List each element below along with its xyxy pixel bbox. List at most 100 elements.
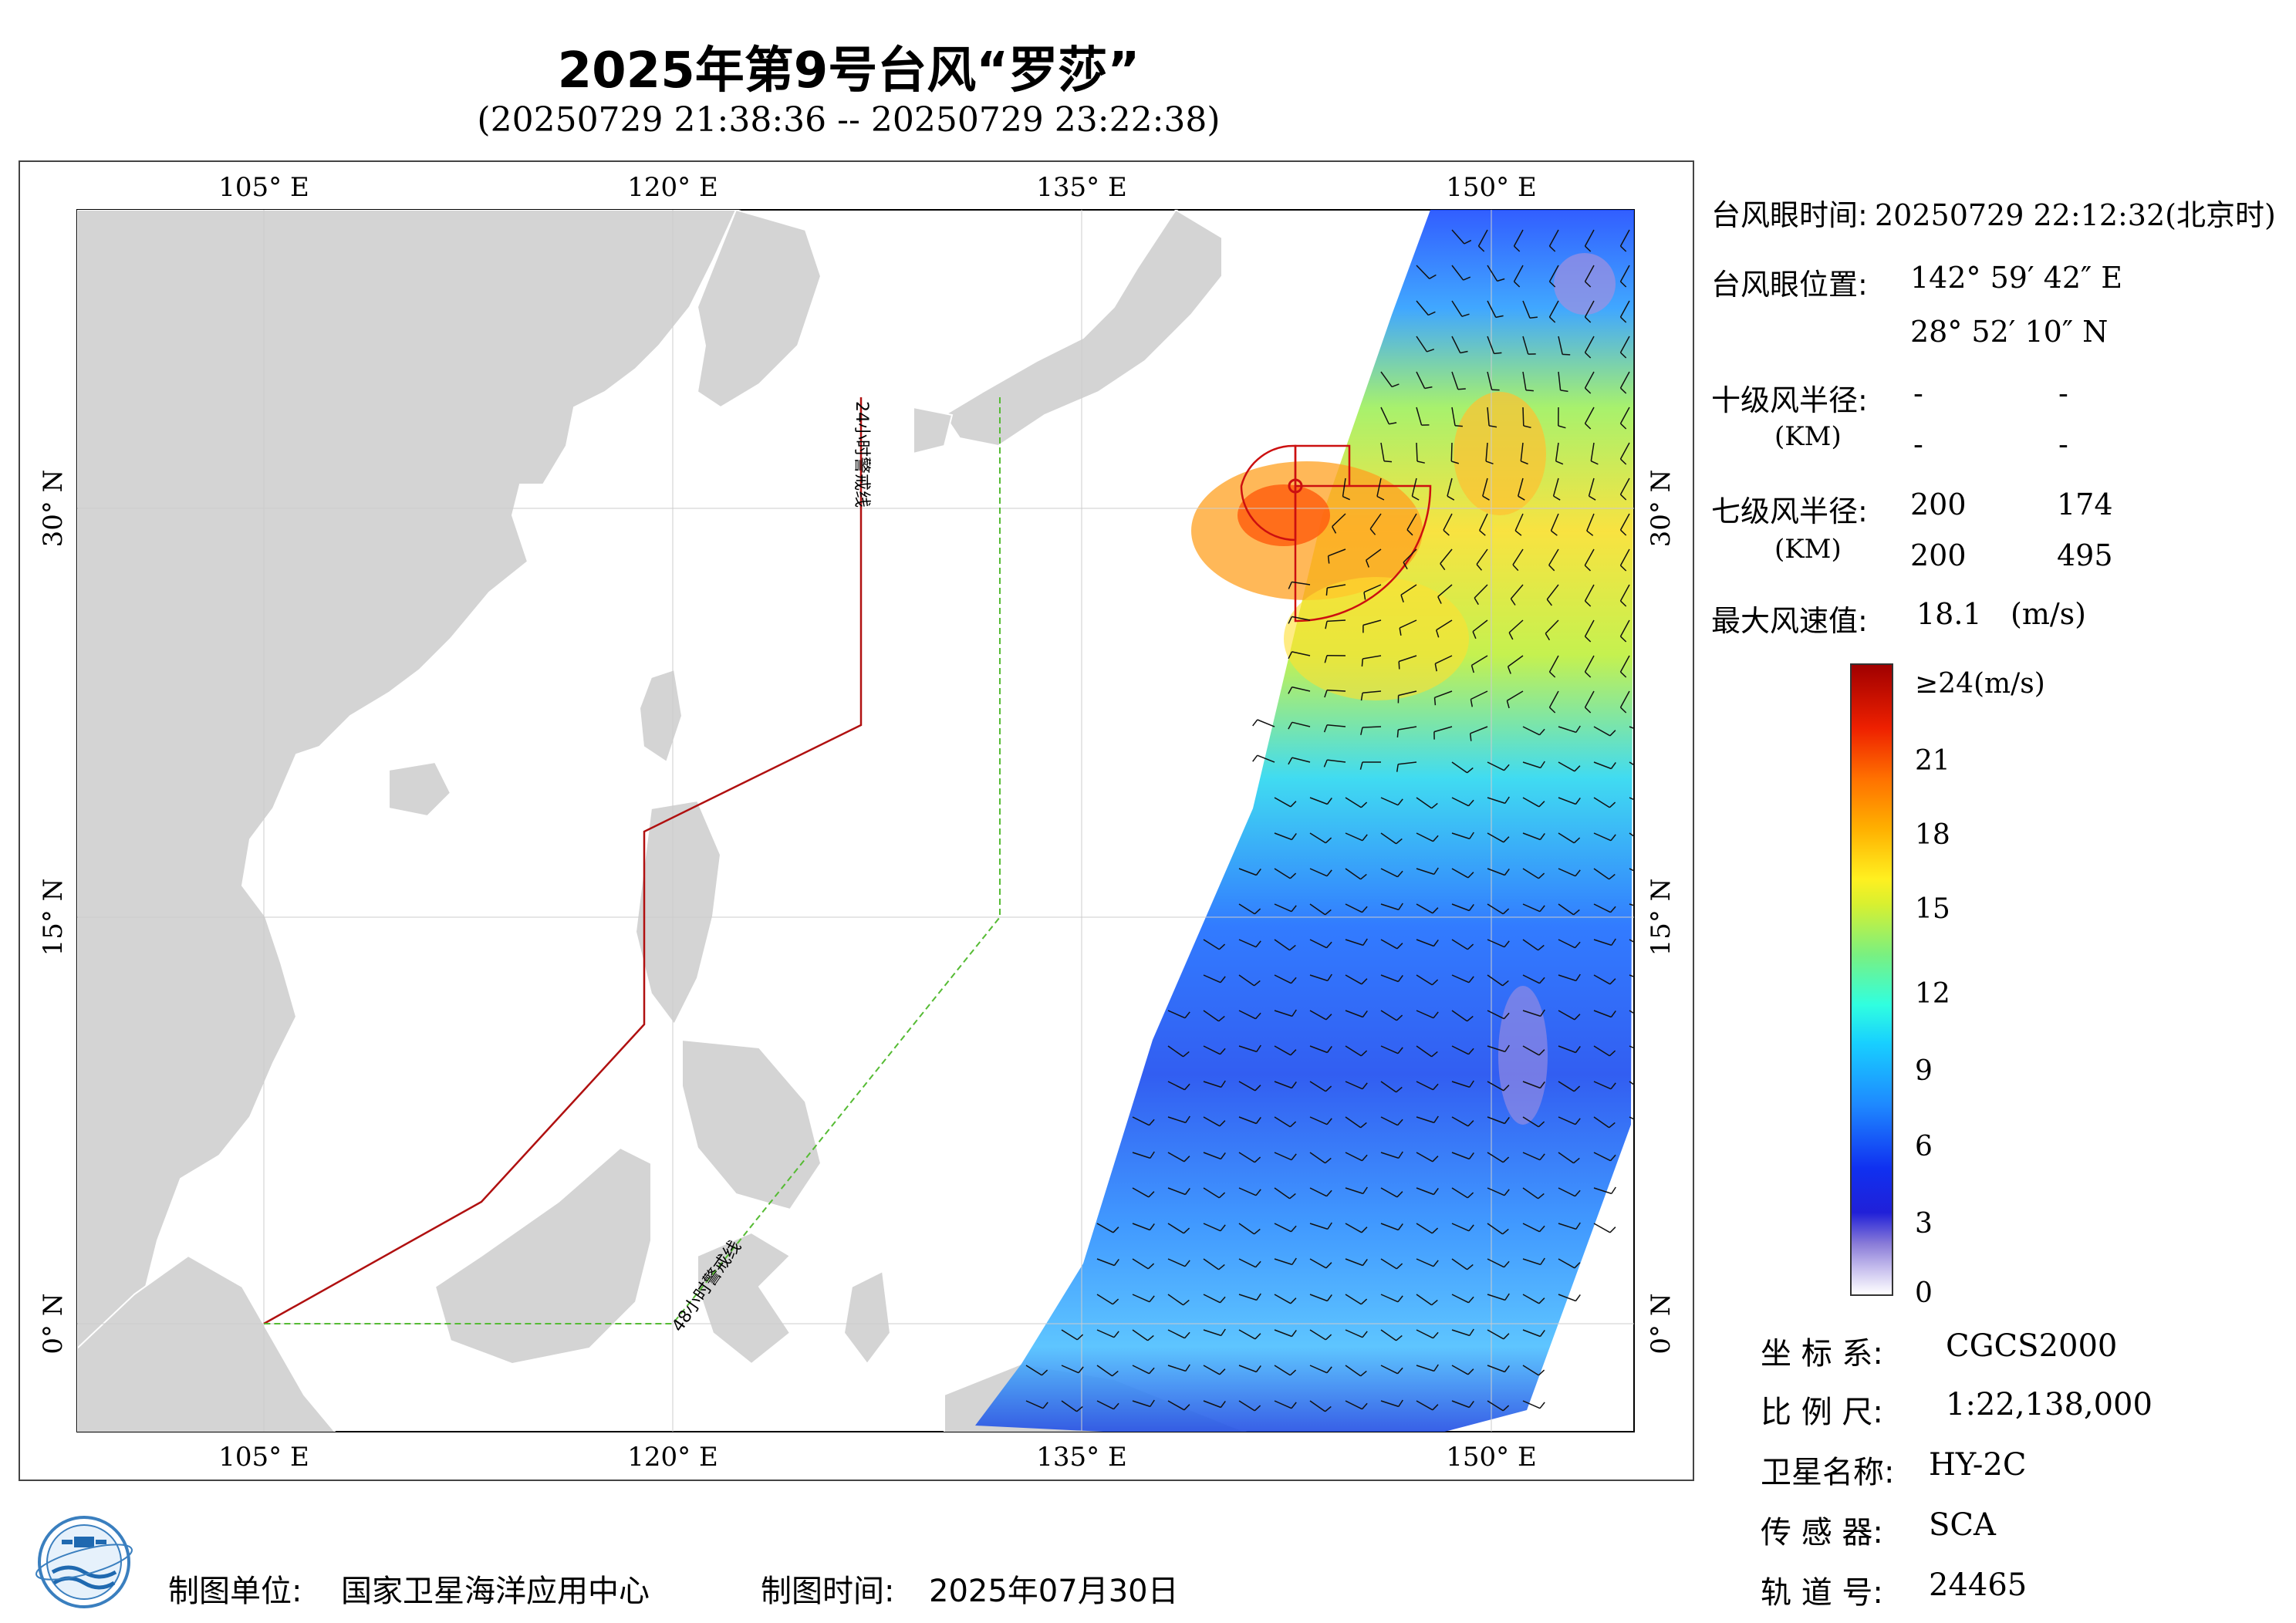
wind-barb-feather [1619, 494, 1627, 501]
wind-barb-feather [1460, 350, 1468, 354]
wind-barb-shaft [1487, 371, 1493, 390]
wind-barb-shaft [1416, 265, 1430, 279]
wind-barb-feather [1291, 1329, 1297, 1337]
wind-barb-shaft [1487, 939, 1505, 948]
satellite-label: 卫星名称: [1761, 1455, 1895, 1490]
wind-barb-shaft [1203, 1400, 1221, 1409]
wind-barb-shaft [1132, 1365, 1150, 1375]
wind-barb-feather [1467, 1368, 1474, 1375]
wind-barb-shaft [1274, 1258, 1293, 1266]
wind-barb-feather [1360, 1122, 1367, 1129]
wind-barb-feather [1361, 978, 1368, 985]
right-lat-tick: 15° N [1646, 879, 1676, 957]
wind-barb-feather [1112, 1298, 1119, 1305]
wind-barb-feather [1502, 908, 1510, 915]
wind-barb-shaft [1096, 1258, 1115, 1267]
wind-barb-shaft [1380, 1010, 1397, 1021]
wind-barb-feather [1254, 1012, 1261, 1020]
wind-barb-feather [1288, 582, 1292, 589]
wind-barb-shaft [1522, 371, 1527, 390]
wind-barb-shaft [1309, 1258, 1327, 1269]
wind-barb-shaft [1629, 797, 1634, 801]
wind-barb-feather [1646, 1048, 1651, 1054]
wind-barb-feather [1289, 1121, 1297, 1128]
wind-barb-shaft [1584, 371, 1595, 389]
wind-barb-feather [1573, 837, 1581, 844]
wind-barb-shaft [1436, 619, 1453, 631]
wind-barb-shaft [1309, 1010, 1327, 1021]
wind-barb-shaft [1132, 1116, 1150, 1126]
wind-barb-feather [1504, 1293, 1510, 1301]
wind-barb-feather [1396, 729, 1400, 737]
wind-barb-feather [1461, 313, 1470, 317]
wind-barb-feather [1474, 597, 1479, 606]
wind-barb-feather [1389, 422, 1397, 425]
wind-barb-shaft [1416, 1045, 1433, 1058]
map-canvas[interactable]: 24小时警戒线 48小时警戒线 105° E 120° E 135° E 150… [19, 160, 1694, 1481]
wind-barb-feather [1325, 588, 1329, 596]
wind-barb-shaft [1398, 690, 1417, 697]
wind-barb-shaft [1345, 1187, 1364, 1195]
wind-barb-feather [1468, 1224, 1474, 1232]
r7-unit: (KM) [1774, 534, 1842, 565]
wind-barb-feather [1041, 1369, 1048, 1376]
wind-barb-feather [1463, 276, 1471, 281]
wind-barb-feather [1220, 976, 1226, 984]
wind-barb-shaft [1025, 1400, 1044, 1409]
wind-barb-feather [1574, 765, 1581, 772]
wind-barb-shaft [1548, 229, 1559, 247]
wind-barb-shaft [1451, 336, 1461, 353]
wind-barb-feather [1513, 281, 1521, 288]
wind-barb-feather [1574, 1189, 1581, 1197]
wind-barb-shaft [1558, 832, 1575, 844]
wind-barb-shaft [1522, 868, 1539, 879]
wind-barb-feather [1113, 1402, 1119, 1410]
r10-value: - [1913, 376, 1923, 410]
wind-barb-shaft [1167, 1329, 1185, 1339]
wind-barb-feather [1289, 944, 1296, 951]
wind-barb-feather [1619, 387, 1627, 394]
wind-barb-shaft [1380, 1116, 1398, 1126]
wind-barb-shaft [1380, 1294, 1399, 1303]
wind-barb-shaft [1629, 974, 1634, 978]
wind-barb-feather [1431, 1051, 1438, 1058]
wind-barb-feather [1326, 869, 1332, 877]
wind-barb-shaft [1292, 616, 1311, 621]
wind-barb-shaft [1451, 1116, 1469, 1127]
wind-barb-shaft [1558, 868, 1576, 877]
r7-label: 七级风半径: [1711, 494, 1868, 528]
wind-barb-shaft [1203, 974, 1221, 984]
wind-barb-shaft [1558, 1081, 1575, 1092]
wind-barb-feather [1360, 1370, 1367, 1377]
wind-barb-feather [1546, 599, 1552, 606]
wind-barb-feather [1183, 1051, 1190, 1058]
wind-barb-shaft [1619, 336, 1630, 353]
wind-barb-shaft [1629, 761, 1634, 766]
wind-barb-feather [1397, 1223, 1403, 1230]
wind-barb-feather [1432, 1083, 1439, 1091]
wind-barb-shaft [1345, 903, 1362, 913]
wind-barb-shaft [1203, 1081, 1222, 1088]
wind-barb-shaft [1487, 832, 1504, 843]
wind-barb-feather [1361, 906, 1368, 913]
wind-barb-shaft [1238, 1116, 1257, 1125]
wind-barb-feather [1288, 651, 1293, 660]
wind-barb-feather [1646, 799, 1651, 805]
wind-barb-feather [1504, 1189, 1510, 1196]
wind-barb-feather [1443, 529, 1450, 536]
wind-barb-shaft [1487, 1081, 1504, 1092]
wind-barb-feather [1469, 733, 1472, 741]
wind-barb-shaft [1380, 868, 1398, 878]
wind-barb-shaft [1522, 1152, 1541, 1161]
wind-barb-feather [1645, 767, 1650, 772]
wind-barb-shaft [1485, 442, 1488, 461]
wind-barb-feather [1290, 1049, 1297, 1056]
wind-barb-shaft [1363, 584, 1382, 593]
wind-barb-shaft [1451, 1081, 1470, 1088]
wind-barb-shaft [1451, 1294, 1469, 1304]
typhoon-eye-marker[interactable] [1288, 478, 1303, 494]
wind-barb-shaft [1512, 548, 1524, 565]
r10-value: - [2058, 427, 2068, 461]
wind-barb-shaft [1132, 1187, 1150, 1198]
